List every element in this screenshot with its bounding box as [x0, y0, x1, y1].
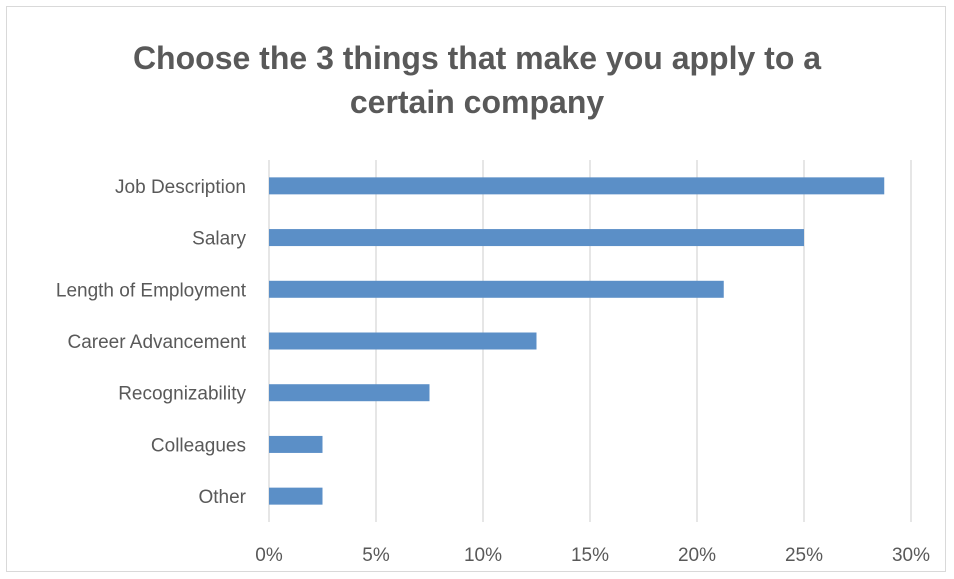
x-axis-tick-labels: 0% 5% 10% 15% 20% 25% 30% [255, 545, 930, 566]
x-tick-label: 0% [255, 545, 283, 566]
category-labels: Job Description Salary Length of Employmen… [56, 177, 247, 508]
bar [269, 435, 323, 453]
x-tick-label: 20% [678, 545, 716, 566]
bar [269, 177, 885, 195]
bar [269, 229, 804, 247]
category-label: Career Advancement [68, 332, 247, 353]
chart-title-line-1: Choose the 3 things that make you apply … [132, 40, 822, 76]
chart-title: Choose the 3 things that make you apply … [0, 36, 954, 124]
x-tick-label: 25% [785, 545, 823, 566]
bar [269, 332, 537, 350]
x-tick-label: 5% [362, 545, 390, 566]
x-tick-label: 30% [892, 545, 930, 566]
x-tick-label: 10% [464, 545, 502, 566]
bars [269, 177, 885, 505]
x-tick-label: 15% [571, 545, 609, 566]
category-label: Recognizability [118, 384, 246, 405]
category-label: Colleagues [151, 435, 246, 456]
bar [269, 280, 724, 298]
category-label: Job Description [115, 177, 246, 198]
category-label: Salary [192, 229, 246, 250]
category-label: Length of Employment [56, 280, 247, 301]
bar [269, 384, 430, 402]
category-label: Other [198, 487, 246, 508]
chart-title-line-2: certain company [349, 84, 605, 120]
bar [269, 487, 323, 505]
